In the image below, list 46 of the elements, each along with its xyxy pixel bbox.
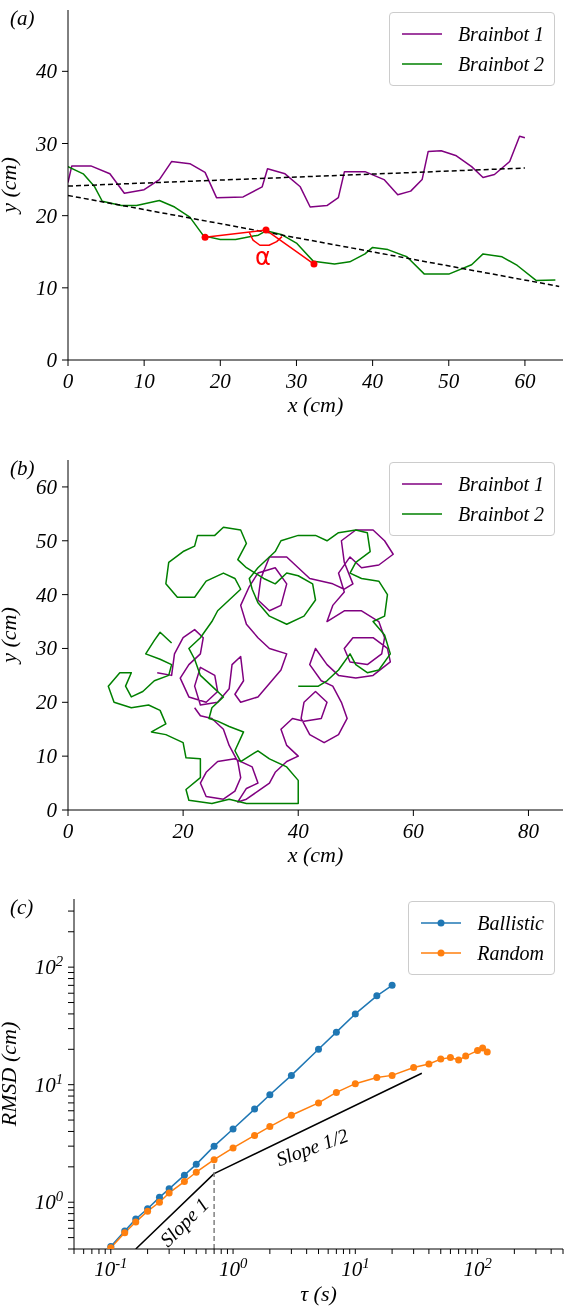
x-tick-label: 80 [517, 819, 540, 843]
chart-title: (c) [10, 895, 34, 920]
y-tick-label: 10 [36, 744, 58, 769]
y-tick-label: 20 [36, 690, 58, 715]
legend-label: Ballistic [477, 911, 544, 935]
y-tick-label: 0 [46, 348, 58, 372]
y-tick-label: 40 [36, 582, 58, 607]
y-tick-label: 40 [36, 59, 58, 84]
y-tick-label: 10$^{0}$ [34, 1188, 64, 1215]
legend-label: Brainbot 2 [457, 502, 544, 526]
y-tick-label: 10 [36, 275, 58, 300]
annotation: Slope 1/2 [272, 1123, 352, 1171]
y-tick-label: 20 [36, 203, 58, 228]
x-tick-label: 10$^{-1}$ [94, 1255, 128, 1281]
x-tick-label: 10$^{1}$ [341, 1255, 370, 1281]
x-tick-label: 60 [514, 369, 536, 393]
legend-label: Brainbot 1 [457, 22, 544, 46]
x-tick-label: 20 [172, 819, 195, 843]
y-tick-label: 30 [35, 636, 58, 661]
x-tick-label: 20 [209, 369, 232, 393]
annotation: α [255, 243, 271, 271]
y-tick-label: 50 [36, 528, 58, 553]
x-axis-title: x (cm) [286, 842, 344, 867]
x-tick-label: 30 [284, 369, 308, 393]
y-axis-title: y (cm) [0, 607, 21, 665]
x-tick-label: 40 [362, 369, 384, 393]
x-axis-title: τ (s) [300, 1281, 337, 1306]
x-tick-label: 10$^{2}$ [463, 1255, 493, 1281]
y-tick-label: 10$^{1}$ [34, 1070, 63, 1097]
x-tick-label: 40 [287, 819, 310, 843]
x-tick-label: 10 [133, 369, 156, 393]
y-tick-label: 0 [46, 798, 58, 822]
chart-title: (a) [10, 6, 35, 31]
y-tick-label: 60 [36, 474, 58, 499]
chart-title: (b) [10, 456, 35, 481]
y-axis-title: y (cm) [0, 157, 21, 215]
y-tick-label: 30 [35, 131, 58, 156]
legend-label: Brainbot 1 [457, 472, 544, 496]
legend-label: Random [477, 941, 544, 965]
y-tick-label: 10$^{2}$ [34, 953, 64, 980]
x-axis-title: x (cm) [286, 392, 344, 417]
x-tick-label: 10$^{0}$ [218, 1255, 248, 1281]
x-tick-label: 50 [438, 369, 460, 393]
y-axis-title: RMSD (cm) [0, 1021, 21, 1128]
x-tick-label: 60 [402, 819, 425, 843]
legend-label: Brainbot 2 [457, 52, 544, 76]
